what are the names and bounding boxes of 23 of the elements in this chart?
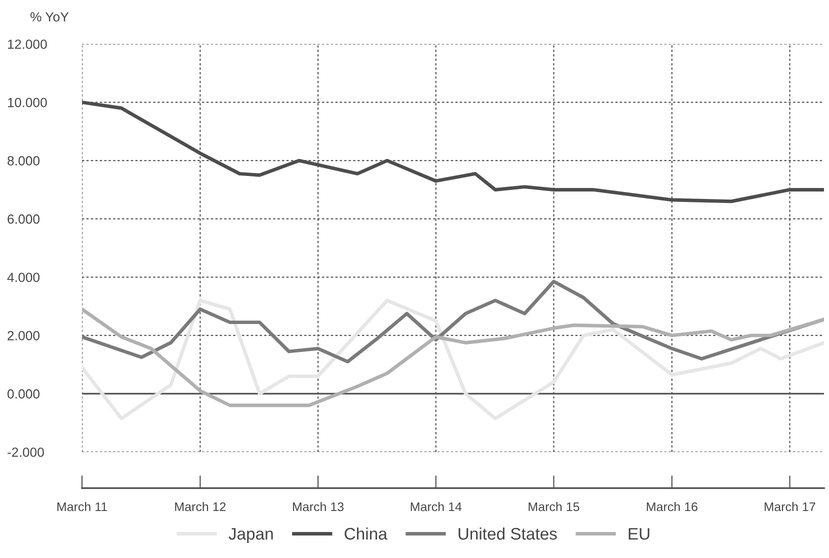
x-tick-label: March 15	[528, 502, 580, 512]
y-tick-label: 8.000	[8, 156, 40, 166]
y-tick-label: 2.000	[8, 330, 40, 340]
x-tick-label: March 17	[764, 502, 816, 512]
line-series	[82, 307, 824, 408]
x-tick-label: March 12	[175, 502, 226, 512]
legend-label: Japan	[228, 528, 273, 543]
y-tick-label: 6.000	[8, 214, 40, 224]
line-series	[82, 280, 824, 364]
y-tick-label: 10.000	[8, 98, 47, 108]
legend-label: China	[344, 527, 388, 540]
x-tick-label: March 14	[410, 502, 462, 512]
y-tick-label: -2.000	[8, 448, 44, 457]
y-axis-title: % YoY	[30, 12, 69, 22]
y-tick-label: 0.000	[8, 389, 40, 399]
x-tick-label: March 13	[293, 502, 344, 512]
legend-label: United States	[458, 527, 557, 540]
x-tick-label: March 16	[646, 502, 698, 512]
legend-label: EU	[628, 528, 650, 540]
x-tick-label: March 11	[57, 502, 107, 512]
y-tick-label: 12.000	[8, 40, 47, 49]
y-tick-label: 4.000	[7, 272, 40, 282]
line-series	[82, 298, 824, 420]
